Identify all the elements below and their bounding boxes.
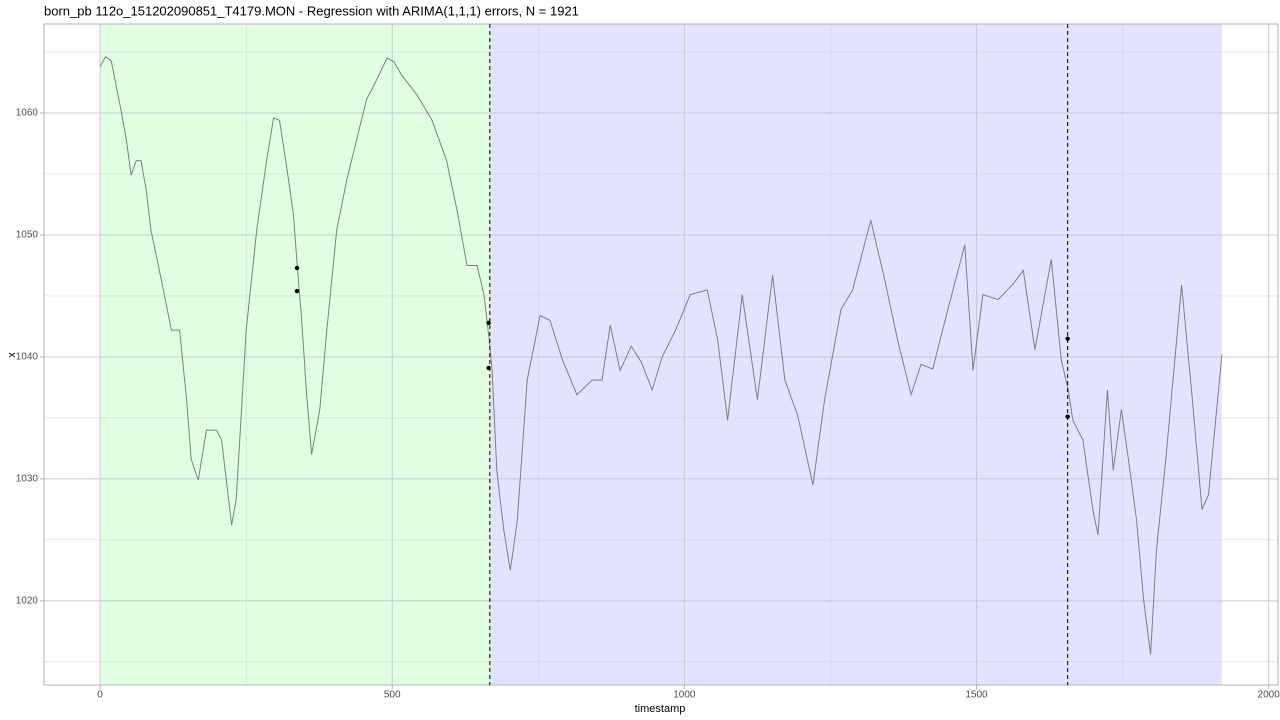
y-tick-label: 1030 — [16, 474, 39, 485]
line — [99, 56, 1223, 655]
point — [294, 265, 300, 271]
point — [486, 365, 491, 371]
region — [489, 24, 1222, 685]
chart-title: born_pb 112o_151202090851_T4179.MON - Re… — [44, 3, 579, 18]
x-tick-label: 1500 — [965, 690, 988, 701]
y-tick-label: 1040 — [16, 352, 39, 363]
x-tick-label: 500 — [384, 690, 401, 701]
region — [100, 24, 490, 685]
point — [1065, 414, 1070, 419]
point — [294, 288, 300, 294]
x-tick-label: 0 — [97, 690, 103, 701]
y-tick-label: 1050 — [16, 230, 39, 241]
x-tick-label: 2000 — [1258, 690, 1280, 701]
panel-border — [43, 23, 1279, 686]
y-tick-label: 1020 — [16, 595, 39, 606]
y-axis-title: x — [6, 352, 18, 358]
point — [486, 320, 491, 325]
point — [1065, 336, 1070, 341]
x-tick-label: 1000 — [673, 690, 696, 701]
x-axis-title: timestamp — [635, 703, 686, 715]
y-tick-label: 1060 — [16, 108, 39, 119]
